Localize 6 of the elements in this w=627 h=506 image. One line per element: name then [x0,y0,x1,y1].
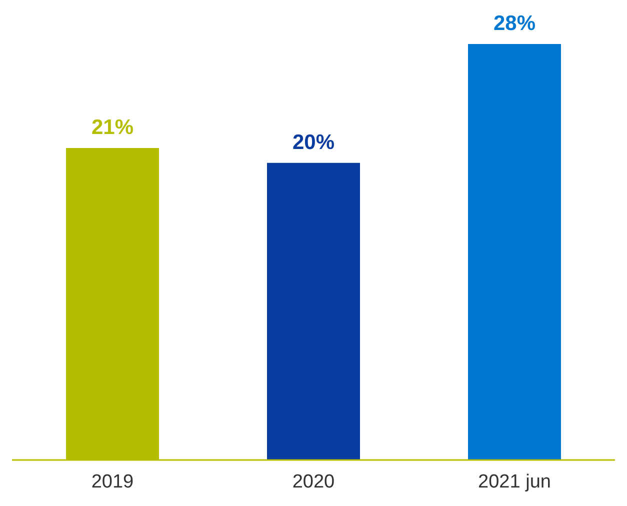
x-tick-label: 2021 jun [478,471,551,492]
x-tick-label: 2020 [292,471,335,492]
data-label: 21% [91,116,134,139]
x-tick-label: 2019 [91,471,134,492]
data-label: 28% [493,12,536,35]
data-label: 20% [292,130,335,154]
